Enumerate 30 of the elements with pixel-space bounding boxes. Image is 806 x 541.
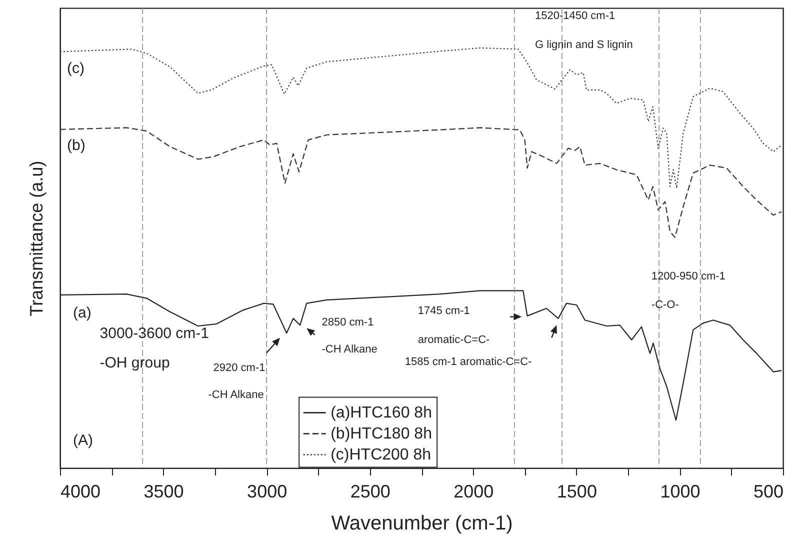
text: 1520-1450 cm-1 xyxy=(535,10,616,22)
annotation: (a) xyxy=(73,304,92,322)
annotation: -CH Alkane xyxy=(322,343,378,356)
annotation: 2920 cm-1 xyxy=(213,362,266,374)
annotation: (c) xyxy=(67,60,85,77)
annotation: aromatic-C=C- xyxy=(418,334,490,346)
legend-label: (a)HTC160 8h xyxy=(330,404,432,422)
x-tick-label: 4000 xyxy=(60,482,101,502)
x-tick-label: 1500 xyxy=(556,482,597,502)
annotation: 3000-3600 cm-1 xyxy=(100,325,209,342)
x-tick-label: 1000 xyxy=(660,482,700,502)
annotation: -C-O- xyxy=(651,299,680,312)
annotation: 1200-950 cm-1 xyxy=(651,270,726,283)
annotation: 1585 cm-1 aromatic-C=C- xyxy=(404,356,532,368)
legend-label: (c)HTC200 8h xyxy=(330,446,432,464)
annotation: (A) xyxy=(73,432,94,449)
x-axis-title: Wavenumber (cm-1) xyxy=(331,512,513,534)
annotation: 1745 cm-1 xyxy=(418,305,470,318)
x-tick-label: 3000 xyxy=(247,482,288,502)
annotation: (b) xyxy=(67,137,86,154)
annotation: 2850 cm-1 xyxy=(322,316,374,329)
y-axis-title: Transmittance (a.u) xyxy=(26,160,46,316)
x-tick-label: 500 xyxy=(753,482,784,502)
x-tick-label: 2500 xyxy=(350,482,390,502)
annotation: G lignin and S lignin xyxy=(535,38,633,51)
x-tick-label: 3500 xyxy=(144,482,184,502)
annotation: -CH Alkane xyxy=(208,388,264,401)
x-tick-label: 2000 xyxy=(454,482,494,502)
annotation: -OH group xyxy=(100,354,170,372)
legend-label: (b)HTC180 8h xyxy=(330,426,432,443)
